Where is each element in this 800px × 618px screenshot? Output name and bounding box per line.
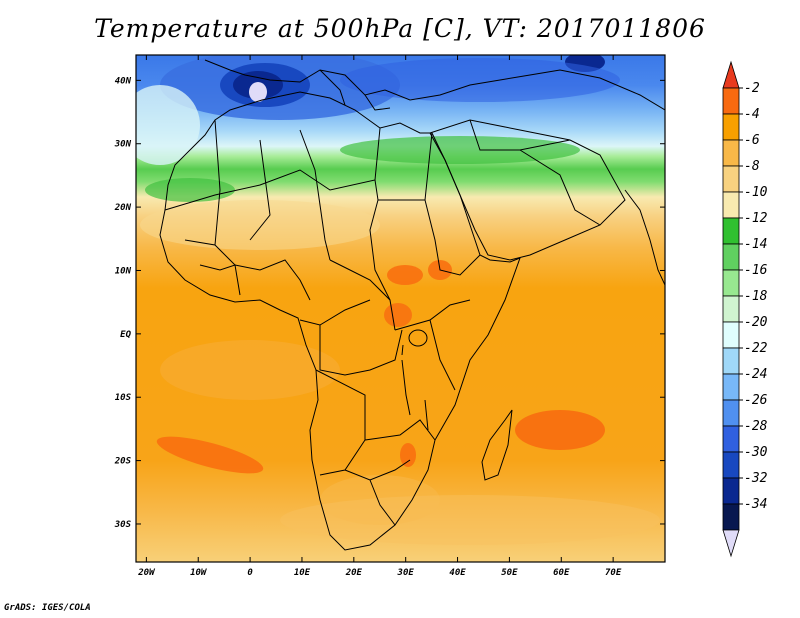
colorbar-segment (722, 373, 740, 401)
india-coastline (624, 189, 665, 286)
colorbar-segment (722, 269, 740, 297)
colorbar-label: -16 (744, 263, 768, 278)
europe-coastline (204, 59, 665, 111)
colorbar-segment (722, 139, 740, 167)
colorbar-label: -30 (744, 445, 768, 460)
colorbar-label: -4 (744, 107, 760, 122)
colorbar-segment (722, 477, 740, 505)
colorbar-label: -6 (744, 133, 760, 148)
colorbar-label: -10 (744, 185, 768, 200)
colorbar-label: -12 (744, 211, 768, 226)
lon-tick-label: 10E (294, 568, 311, 578)
colorbar-segment (722, 243, 740, 271)
colorbar-segment (722, 503, 740, 531)
map-field (136, 55, 665, 562)
colorbar-segment (722, 321, 740, 349)
colorbar-label: -18 (744, 289, 768, 304)
lat-tick-label: 10N (115, 266, 132, 276)
colorbar-label: -14 (744, 237, 767, 252)
colorbar-segment (722, 295, 740, 323)
colorbar-label: -32 (744, 471, 768, 486)
lon-tick-label: 40E (449, 568, 466, 578)
lake-tanganyika (401, 359, 411, 416)
lake-malawi (424, 399, 429, 431)
lake-victoria (408, 329, 428, 347)
lon-tick-label: 60E (553, 568, 570, 578)
lon-tick-label: 0 (247, 568, 253, 578)
lat-tick-label: 20S (114, 457, 132, 467)
colorbar-segment (722, 425, 740, 453)
longitude-axis: 20W 10W 0 10E 20E 30E 40E 50E 60E 70E (137, 55, 622, 578)
colorbar-segment (722, 451, 740, 479)
lon-tick-label: 20E (345, 568, 363, 578)
colorbar-label: -26 (744, 393, 768, 408)
colorbar-label: -22 (744, 341, 768, 356)
colorbar-label: -2 (744, 81, 760, 96)
colorbar: -2 -4 -6 -8 -10 -12 -14 -16 -18 -20 -22 -24 -26 -28 -3… (722, 60, 768, 558)
colorbar-segment (722, 165, 740, 193)
lat-tick-label: 30S (114, 520, 132, 530)
lat-tick-label: 20N (114, 203, 132, 213)
colorbar-label: -28 (744, 419, 768, 434)
lon-tick-label: 10W (190, 568, 208, 578)
colorbar-segment (722, 191, 740, 219)
colorbar-segment (722, 347, 740, 375)
madagascar-coastline (481, 409, 513, 481)
colorbar-segment (722, 113, 740, 141)
colorbar-label: -20 (744, 315, 768, 330)
latitude-axis: 40N 30N 20N 10N EQ 10S 20S 30S (114, 76, 665, 530)
lat-tick-label: 10S (115, 393, 132, 403)
colorbar-top-arrow (722, 60, 740, 89)
colorbar-segment (722, 217, 740, 245)
colorbar-bottom-arrow (722, 529, 740, 558)
lon-tick-label: 30E (397, 568, 415, 578)
colorbar-label: -8 (744, 159, 760, 174)
colorbar-label: -34 (744, 497, 767, 512)
colorbar-label: -24 (744, 367, 767, 382)
country-borders (164, 119, 601, 526)
arabia-coastline (429, 119, 626, 261)
lon-tick-label: 50E (501, 568, 518, 578)
map-frame (135, 54, 666, 563)
coastlines (159, 59, 665, 551)
credit-text: GrADS: IGES/COLA (4, 603, 91, 613)
lat-tick-label: 30N (114, 140, 132, 150)
colorbar-segment (722, 399, 740, 427)
lat-tick-label: EQ (120, 330, 131, 340)
lon-tick-label: 70E (605, 568, 622, 578)
lon-tick-label: 20W (137, 568, 156, 578)
map-title: Temperature at 500hPa [C], VT: 201701180… (94, 14, 706, 43)
lat-tick-label: 40N (115, 76, 132, 86)
colorbar-segment (722, 87, 740, 115)
